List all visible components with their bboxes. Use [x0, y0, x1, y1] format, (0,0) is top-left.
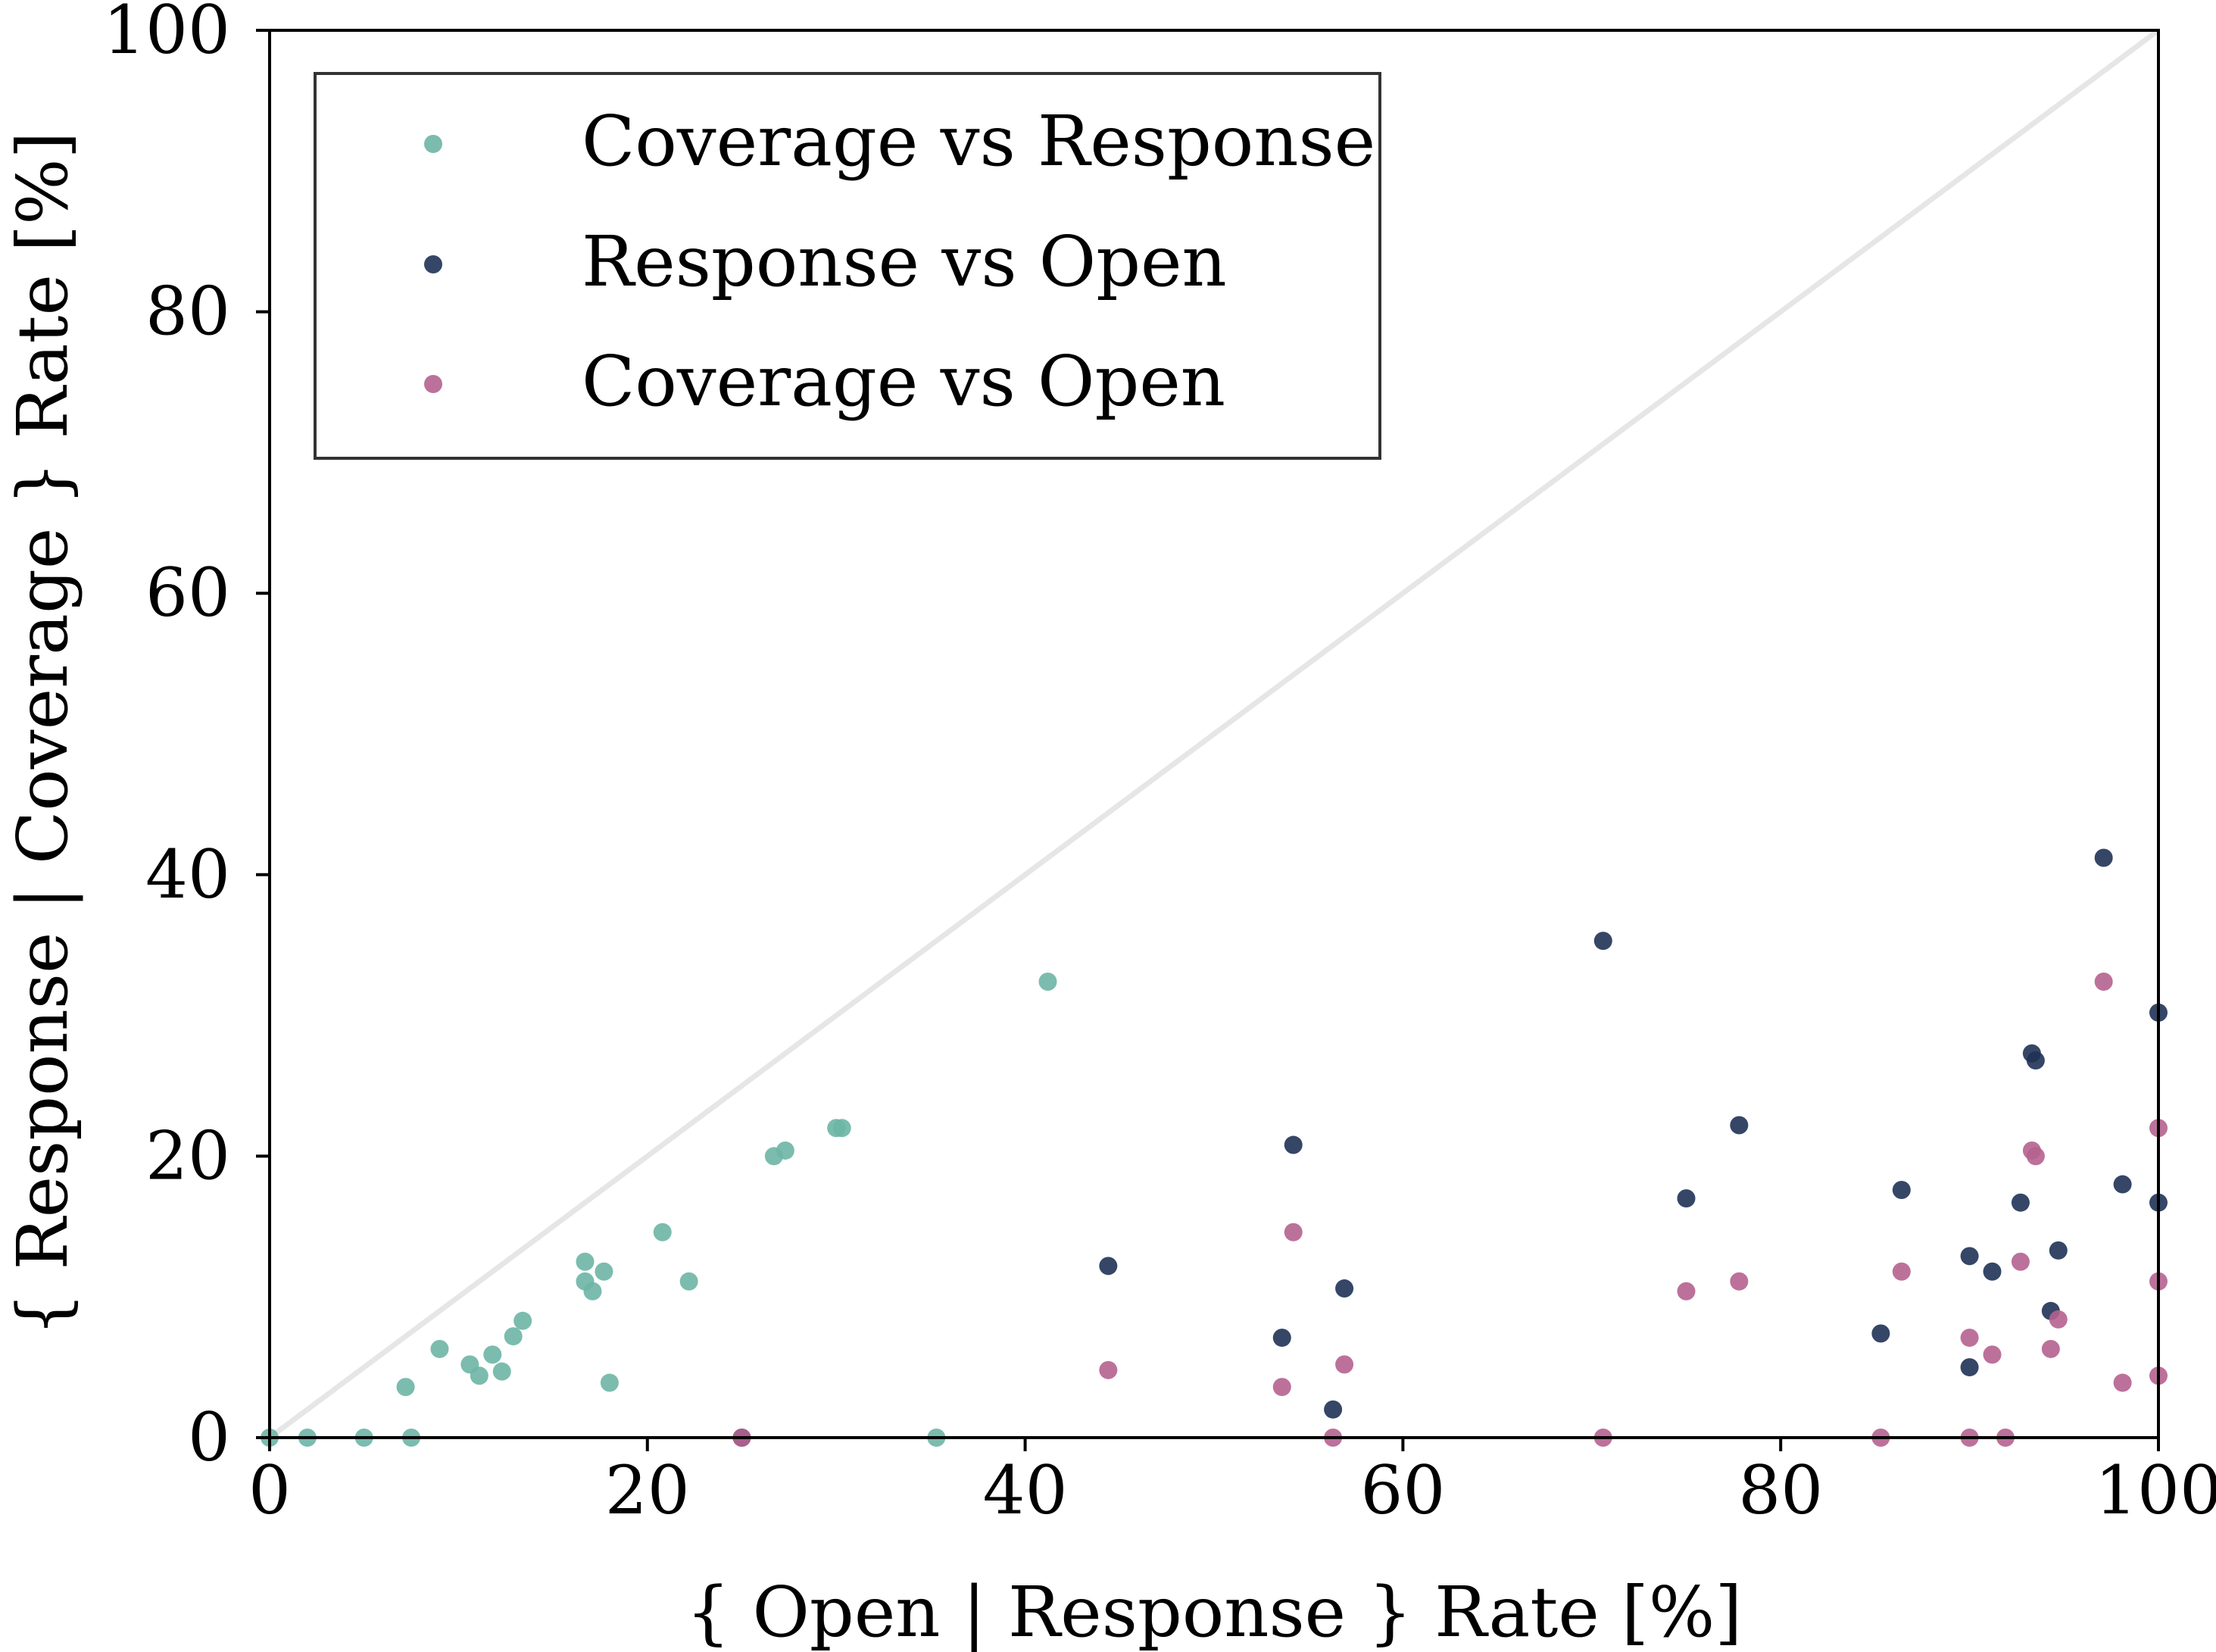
data-point — [1730, 1272, 1749, 1291]
data-point — [1960, 1329, 1979, 1348]
data-point — [2041, 1339, 2060, 1358]
data-point — [595, 1262, 613, 1281]
data-point — [653, 1223, 672, 1241]
diagonal-reference-line — [267, 28, 2161, 1440]
legend-marker-coverage-vs-response — [424, 135, 442, 153]
data-point — [2094, 848, 2113, 867]
y-tick-label: 0 — [188, 1398, 230, 1476]
series-0 — [261, 973, 1057, 1447]
data-point — [1677, 1189, 1696, 1208]
x-axis-label: { Open | Response } Rate [%] — [686, 1572, 1743, 1652]
data-point — [1983, 1262, 2002, 1281]
data-point — [430, 1339, 449, 1358]
data-point — [2011, 1252, 2030, 1271]
x-tick-label: 20 — [605, 1451, 690, 1529]
data-point — [2026, 1147, 2045, 1166]
y-tick-label: 60 — [145, 554, 230, 632]
data-point — [1730, 1116, 1749, 1135]
data-point — [1892, 1180, 1911, 1199]
data-point — [483, 1345, 502, 1364]
data-point — [1284, 1135, 1303, 1154]
data-point — [2049, 1241, 2068, 1260]
data-point — [1272, 1329, 1291, 1348]
legend-label-response-vs-open: Response vs Open — [582, 221, 1227, 302]
data-point — [679, 1272, 698, 1291]
data-point — [1677, 1282, 1696, 1301]
data-point — [1335, 1355, 1354, 1374]
data-point — [1892, 1262, 1911, 1281]
reference-line-layer — [267, 28, 2161, 1440]
data-point — [470, 1366, 488, 1385]
y-axis-label: { Response | Coverage } Rate [%] — [2, 132, 83, 1337]
data-point — [1099, 1257, 1118, 1276]
legend: Coverage vs Response Response vs Open Co… — [314, 72, 1381, 460]
data-point — [2113, 1175, 2132, 1194]
data-point — [776, 1141, 794, 1160]
legend-label-coverage-vs-response: Coverage vs Response — [582, 101, 1375, 182]
data-point — [1983, 1345, 2002, 1364]
y-tick-label: 100 — [103, 0, 230, 69]
data-point — [1960, 1247, 1979, 1266]
data-point — [504, 1327, 523, 1346]
data-point — [2026, 1051, 2045, 1070]
legend-frame — [314, 72, 1381, 460]
data-point — [2011, 1193, 2030, 1212]
legend-label-coverage-vs-open: Coverage vs Open — [582, 341, 1225, 422]
data-point — [1272, 1378, 1291, 1397]
data-point — [1284, 1223, 1303, 1241]
data-point — [832, 1119, 851, 1138]
x-tick-label: 100 — [2095, 1451, 2216, 1529]
data-point — [576, 1252, 595, 1271]
x-tick-label: 0 — [248, 1451, 291, 1529]
data-point — [2094, 973, 2113, 992]
data-point — [1038, 973, 1057, 992]
data-point — [583, 1282, 602, 1301]
data-points-layer — [261, 848, 2168, 1447]
data-point — [492, 1362, 511, 1381]
legend-marker-coverage-vs-open — [424, 375, 442, 393]
legend-marker-response-vs-open — [424, 255, 442, 273]
x-tick-label: 60 — [1360, 1451, 1445, 1529]
axis-ticks-layer: 0 20 40 60 80 100 0 20 40 60 80 100 — [103, 0, 2216, 1529]
data-point — [1324, 1400, 1343, 1419]
data-point — [1960, 1358, 1979, 1377]
data-point — [1335, 1279, 1354, 1298]
data-point — [1099, 1360, 1118, 1379]
y-tick-label: 40 — [145, 835, 230, 913]
data-point — [1593, 932, 1612, 951]
y-tick-label: 20 — [145, 1116, 230, 1194]
x-tick-label: 40 — [983, 1451, 1068, 1529]
data-point — [2049, 1310, 2068, 1329]
data-point — [513, 1311, 532, 1330]
data-point — [2113, 1373, 2132, 1392]
x-tick-label: 80 — [1738, 1451, 1823, 1529]
y-tick-label: 80 — [145, 273, 230, 351]
data-point — [396, 1378, 415, 1397]
data-point — [1871, 1324, 1890, 1343]
data-point — [600, 1373, 619, 1392]
plot-area-frame — [268, 29, 2160, 1439]
